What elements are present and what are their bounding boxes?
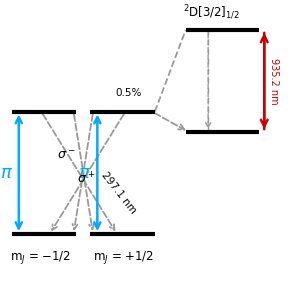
Text: $\pi$: $\pi$	[0, 164, 13, 182]
Text: $\sigma^+$: $\sigma^+$	[77, 171, 96, 186]
Text: $\sigma^-$: $\sigma^-$	[57, 149, 76, 162]
Text: 297.1 nm: 297.1 nm	[99, 171, 138, 216]
Text: m$_J$ = $-$1/2: m$_J$ = $-$1/2	[10, 249, 71, 266]
Text: $\pi$: $\pi$	[78, 164, 91, 182]
Text: 935.2 nm: 935.2 nm	[269, 58, 279, 104]
Text: 0.5%: 0.5%	[115, 88, 142, 98]
Text: $^2$D[3/2]$_{1/2}$: $^2$D[3/2]$_{1/2}$	[183, 3, 240, 22]
Text: m$_J$ = +1/2: m$_J$ = +1/2	[93, 249, 154, 266]
